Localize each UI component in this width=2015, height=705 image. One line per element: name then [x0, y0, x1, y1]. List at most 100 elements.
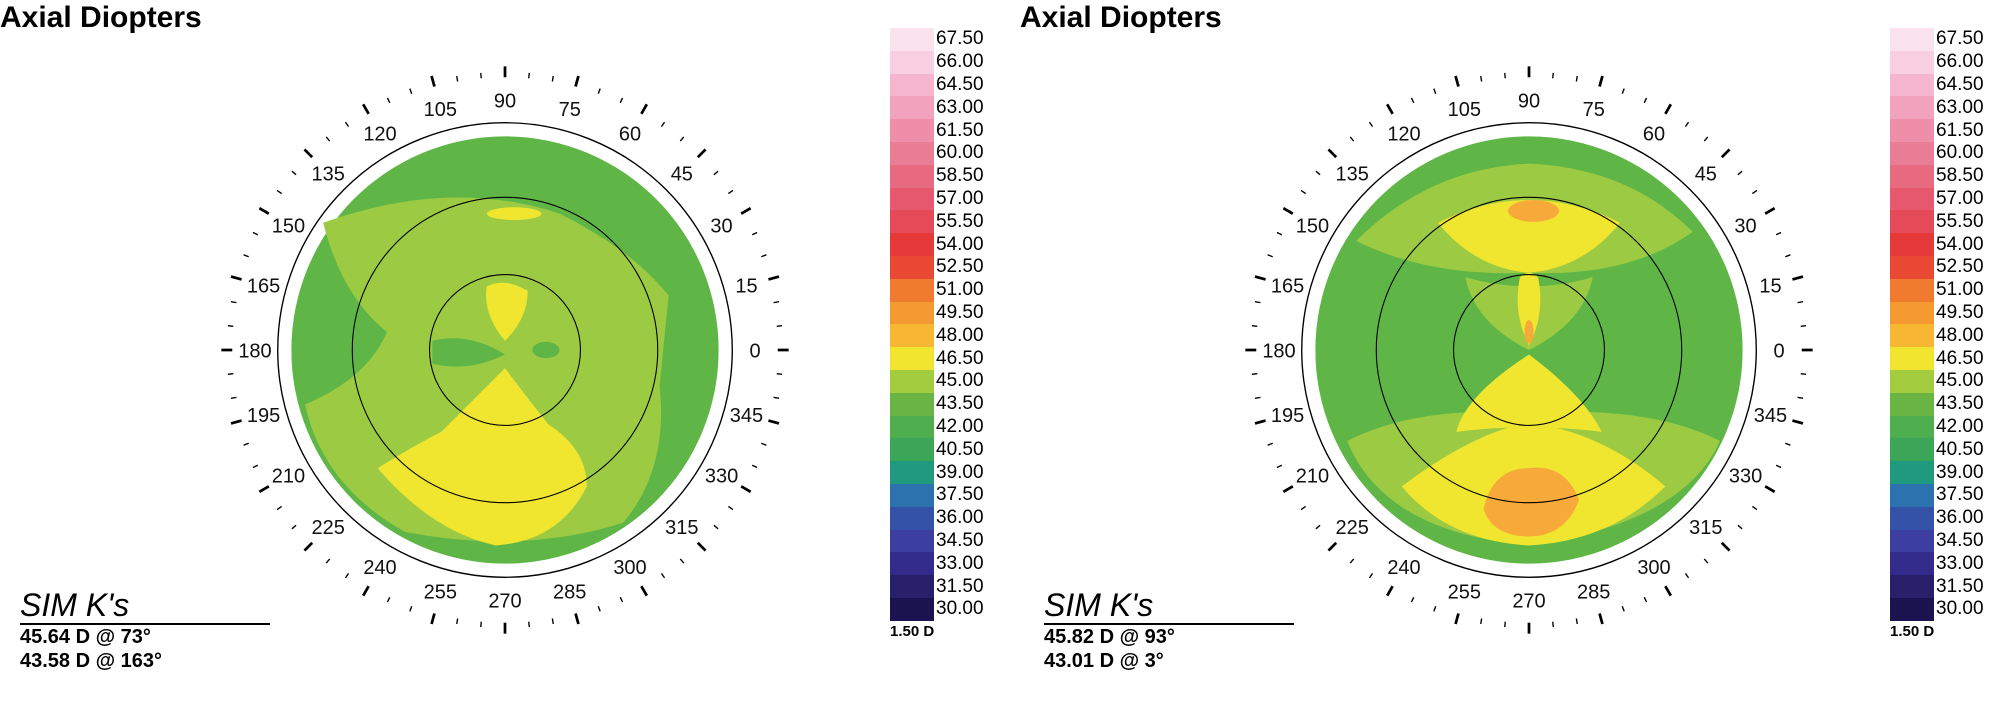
scale-row: 34.50	[1890, 529, 1984, 553]
topography-panel-right: Axial Diopters 0 15 30 45 60 75 90 105 120 135 150…	[1020, 0, 2015, 705]
degree-label: 15	[735, 276, 757, 298]
degree-label: 225	[1335, 517, 1368, 539]
degree-tick	[1282, 207, 1294, 215]
scale-value: 39.00	[936, 461, 984, 483]
degree-label: 105	[424, 99, 457, 121]
scale-value: 30.00	[936, 598, 984, 620]
degree-tick	[768, 419, 780, 425]
scale-value: 42.00	[1936, 415, 1984, 437]
degree-tick	[1410, 596, 1415, 603]
degree-tick	[1643, 97, 1648, 104]
scale-row: 37.50	[1890, 483, 1984, 507]
degree-label: 30	[710, 215, 732, 237]
scale-swatch	[890, 597, 934, 621]
degree-tick	[243, 442, 249, 446]
scale-swatch	[890, 187, 934, 211]
superior-orange	[1508, 200, 1559, 222]
degree-label: 300	[1637, 557, 1670, 579]
degree-label: 195	[1271, 405, 1304, 427]
degree-tick	[409, 88, 413, 94]
scale-row: 52.50	[1890, 255, 1984, 279]
scale-row: 43.50	[890, 392, 984, 416]
degree-tick	[1751, 505, 1758, 511]
scale-row: 66.00	[1890, 50, 1984, 74]
scale-value: 54.00	[936, 233, 984, 255]
degree-label: 240	[1387, 557, 1420, 579]
scale-swatch	[890, 575, 934, 598]
scale-row: 55.50	[1890, 210, 1984, 234]
scale-row: 52.50	[890, 255, 984, 279]
superior-spot	[486, 207, 542, 220]
degree-tick	[1575, 618, 1578, 625]
degree-tick	[1368, 572, 1374, 579]
degree-labels: 0 15 30 45 60 75 90 105 120 135 150 165 180 195 210 225…	[238, 90, 763, 612]
scale-swatch	[890, 461, 934, 484]
degree-label: 270	[488, 590, 521, 612]
degree-tick	[344, 572, 350, 579]
degree-tick	[740, 207, 752, 215]
scale-value: 39.00	[1936, 461, 1984, 483]
degree-tick	[1664, 585, 1672, 597]
scale-value: 49.50	[1936, 301, 1984, 323]
scale-row: 49.50	[890, 301, 984, 325]
scale-row: 30.00	[890, 597, 984, 621]
scale-row: 60.00	[890, 141, 984, 165]
scale-row: 57.00	[1890, 187, 1984, 211]
degree-tick	[1775, 231, 1782, 236]
scale-row: 54.00	[1890, 233, 1984, 256]
color-scale: 67.50 66.00 64.50 63.00 61.50 60.00 58.50 57.00…	[890, 28, 984, 640]
scale-swatch	[890, 73, 934, 97]
scale-value: 52.50	[936, 256, 984, 278]
degree-tick	[740, 485, 752, 493]
degree-tick	[679, 136, 685, 142]
degree-tick	[430, 613, 436, 625]
scale-row: 31.50	[890, 575, 984, 598]
scale-value: 58.50	[936, 165, 984, 187]
scale-swatch	[1890, 141, 1934, 165]
inner-ring	[1453, 274, 1605, 426]
degree-label: 135	[1335, 163, 1368, 185]
scale-row: 40.50	[1890, 438, 1984, 462]
scale-swatch	[1890, 301, 1934, 325]
degree-label: 345	[730, 405, 763, 427]
scale-row: 36.00	[890, 506, 984, 530]
degree-tick	[230, 301, 237, 304]
scale-value: 51.00	[936, 279, 984, 301]
scale-value: 37.50	[1936, 484, 1984, 506]
scale-row: 33.00	[1890, 552, 1984, 576]
degree-tick	[1751, 189, 1758, 195]
degree-tick	[619, 596, 624, 603]
degree-tick	[551, 75, 554, 82]
scale-swatch	[890, 301, 934, 325]
degree-tick	[291, 524, 297, 530]
scale-row: 46.50	[890, 347, 984, 370]
degree-label: 135	[311, 163, 344, 185]
scale-swatch	[890, 141, 934, 165]
scale-swatch	[890, 28, 934, 51]
scale-row: 61.50	[890, 119, 984, 142]
scale-swatch	[890, 369, 934, 393]
scale-value: 51.00	[1936, 279, 1984, 301]
degree-label: 45	[671, 163, 693, 185]
degree-tick	[1720, 541, 1731, 552]
scale-value: 46.50	[936, 347, 984, 369]
degree-ticks	[1245, 66, 1813, 634]
degree-tick	[1643, 596, 1648, 603]
scale-row: 63.00	[1890, 96, 1984, 120]
scale-row: 46.50	[1890, 347, 1984, 370]
degree-tick	[1454, 75, 1460, 87]
degree-tick	[386, 596, 391, 603]
scale-value: 45.00	[936, 370, 984, 392]
degree-tick	[776, 325, 783, 327]
scale-row: 48.00	[890, 324, 984, 348]
scale-row: 55.50	[890, 210, 984, 234]
degree-tick	[1737, 524, 1743, 530]
degree-tick	[227, 325, 234, 327]
superior-yellow	[1438, 200, 1620, 273]
color-map	[1315, 136, 1743, 564]
degree-tick	[1315, 524, 1321, 530]
scale-value: 43.50	[1936, 393, 1984, 415]
degree-tick	[325, 136, 331, 142]
scale-row: 49.50	[1890, 301, 1984, 325]
sim-k-title: SIM K's	[20, 587, 270, 625]
